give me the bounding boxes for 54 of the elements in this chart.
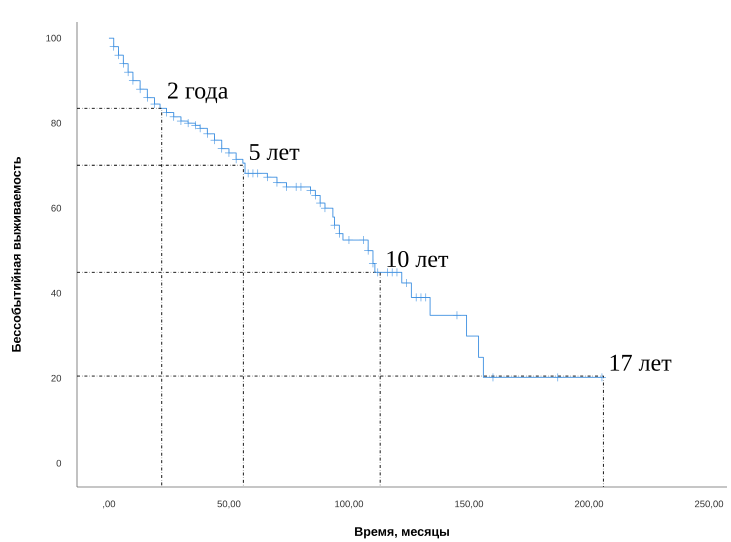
point — [143, 93, 152, 102]
point — [184, 118, 192, 128]
point — [368, 259, 378, 268]
point — [203, 129, 212, 138]
point — [176, 116, 186, 126]
point — [263, 172, 272, 182]
point — [452, 310, 462, 320]
x-tick-label: 200,00 — [574, 500, 604, 508]
x-tick-label: 250,00 — [694, 500, 724, 508]
x-axis-title: Время, месяцы — [355, 527, 449, 538]
point — [109, 42, 118, 51]
x-tick-label: 100,00 — [335, 500, 364, 508]
point — [335, 229, 344, 238]
x-tick-label: ,00 — [103, 500, 116, 508]
point — [330, 220, 339, 230]
y-tick-label: 40 — [51, 290, 62, 297]
point — [119, 59, 128, 68]
point — [162, 108, 171, 117]
point — [169, 112, 178, 122]
annotation: 10 лет — [387, 250, 448, 268]
y-tick-label: 0 — [56, 460, 62, 467]
y-tick-label: 100 — [46, 34, 62, 42]
point — [344, 236, 354, 244]
annotation: 5 лет — [250, 144, 300, 160]
point — [114, 50, 123, 60]
point — [136, 84, 144, 94]
point — [232, 154, 240, 164]
y-tick-label: 80 — [51, 120, 62, 127]
y-tick-label: 60 — [51, 204, 62, 212]
point — [217, 144, 226, 153]
point — [296, 182, 306, 192]
point — [364, 246, 372, 255]
point — [373, 268, 382, 277]
y-axis-title: Бессобытийная выживаемость — [11, 157, 21, 352]
y-tick-label: 20 — [51, 374, 62, 382]
point — [253, 169, 262, 178]
point — [392, 268, 402, 277]
point — [150, 100, 159, 108]
point — [210, 136, 219, 144]
annotation: 2 года — [168, 82, 228, 104]
x-tick-label: 50,00 — [217, 500, 240, 508]
point — [402, 278, 411, 288]
point — [598, 373, 606, 382]
point — [124, 68, 132, 76]
point — [272, 178, 282, 187]
point — [553, 373, 562, 382]
x-tick-label: 150,00 — [455, 500, 484, 508]
point — [421, 293, 430, 302]
annotation: 17 лет — [610, 354, 672, 371]
point — [359, 236, 368, 244]
point — [128, 76, 138, 85]
point — [224, 148, 234, 158]
point — [282, 182, 291, 192]
point — [488, 373, 498, 382]
